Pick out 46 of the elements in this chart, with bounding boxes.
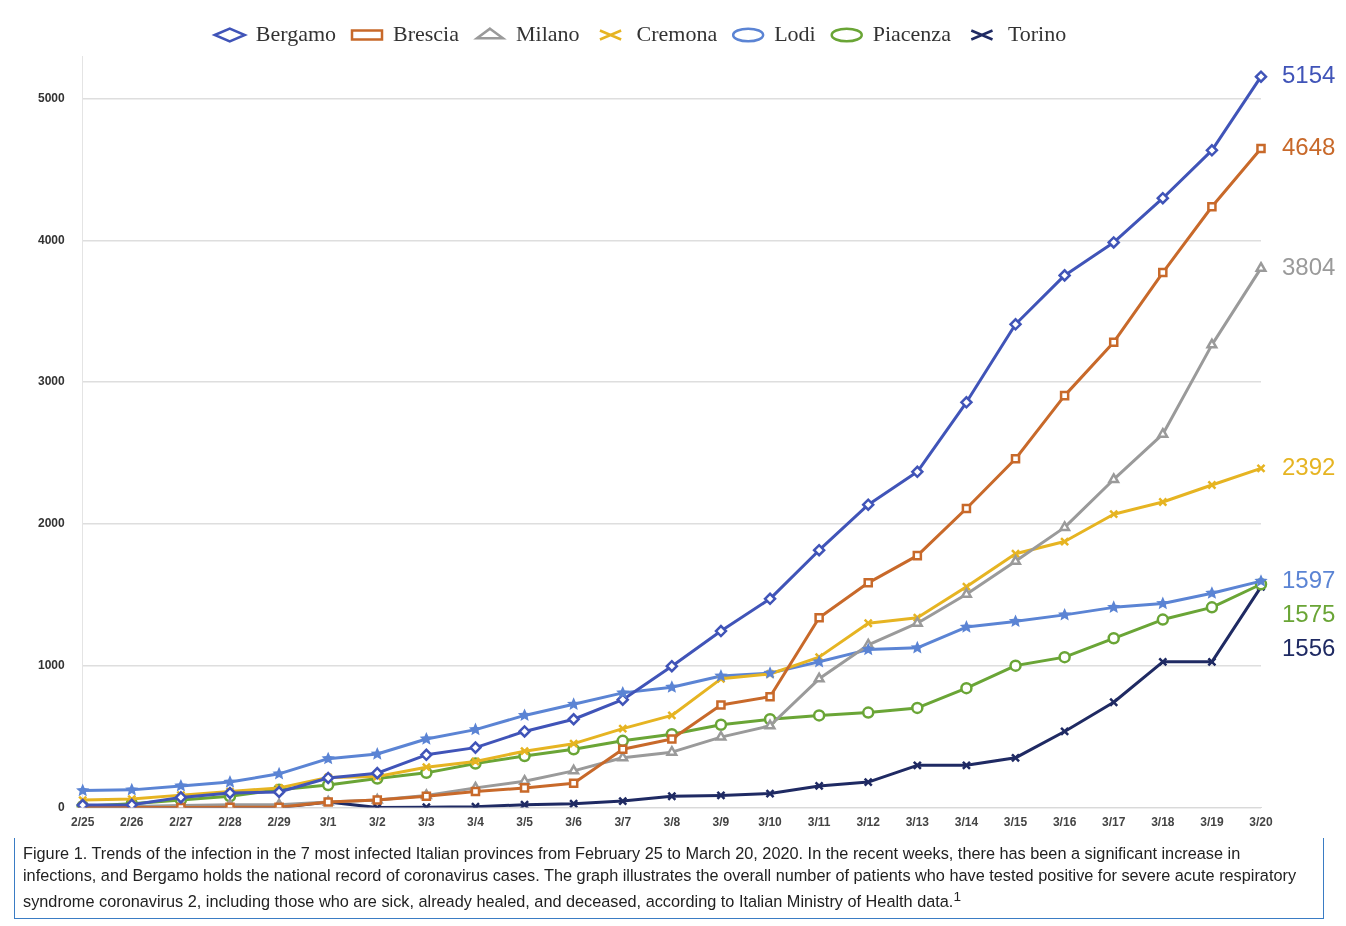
- legend-label: Lodi: [774, 20, 816, 46]
- x-tick-label: 3/12: [856, 815, 881, 830]
- x-tick-label: 3/9: [712, 815, 730, 830]
- x-tick-label: 3/13: [905, 815, 930, 830]
- x-tick-label: 3/14: [954, 815, 979, 830]
- y-tick-label: 1000: [37, 658, 66, 673]
- x-tick-label: 3/15: [1003, 815, 1028, 830]
- x-tick-label: 3/11: [807, 815, 831, 830]
- x-tick-label: 3/5: [516, 815, 534, 830]
- x-tick-label: 2/25: [71, 815, 95, 830]
- x-tick-label: 2/28: [218, 815, 242, 830]
- x-tick-label: 3/7: [614, 815, 632, 830]
- data-label: 3804: [1282, 252, 1336, 280]
- y-tick-label: 4000: [37, 232, 66, 247]
- x-tick-label: 3/16: [1052, 815, 1077, 830]
- data-label: 1597: [1282, 565, 1336, 593]
- data-label: 1556: [1282, 633, 1336, 661]
- data-label: 1575: [1282, 599, 1336, 627]
- y-tick-label: 5000: [37, 90, 66, 105]
- x-tick-label: 3/10: [758, 815, 783, 830]
- x-tick-label: 2/29: [267, 815, 292, 830]
- x-tick-label: 3/17: [1102, 815, 1126, 830]
- x-tick-label: 2/27: [169, 815, 193, 830]
- legend-label: Cremona: [636, 20, 718, 46]
- legend-label: Milano: [515, 20, 580, 46]
- x-tick-label: 3/4: [467, 815, 485, 830]
- legend-label: Bergamo: [255, 20, 337, 46]
- data-label: 4648: [1282, 133, 1336, 161]
- x-tick-label: 3/2: [368, 815, 386, 830]
- x-tick-label: 3/19: [1200, 815, 1224, 830]
- y-tick-label: 3000: [37, 374, 66, 389]
- x-tick-label: 3/8: [663, 815, 681, 830]
- y-tick-label: 0: [58, 799, 66, 814]
- legend-label: Brescia: [393, 20, 460, 46]
- data-label: 2392: [1282, 453, 1336, 481]
- data-label: 5154: [1282, 61, 1336, 89]
- y-tick-label: 2000: [37, 516, 66, 531]
- x-tick-label: 3/1: [319, 815, 337, 830]
- x-tick-label: 3/6: [565, 815, 583, 830]
- legend-label: Torino: [1007, 20, 1067, 46]
- x-tick-label: 3/18: [1151, 815, 1175, 830]
- x-tick-label: 3/20: [1249, 815, 1273, 830]
- x-tick-label: 3/3: [418, 815, 436, 830]
- legend-label: Piacenza: [872, 20, 952, 46]
- caption: Figure 1. Trends of the infection in the 7 most infected Italian provinces from February 25 to March 20, 2020. In the recent weeks, there has been a significant increase in infections, and Bergamo holds the national record of coronavirus cases. The graph illustrates the overall number of patients who have tested positive for severe acute respiratory syndrome coronavirus 2, including those who are sick, already healed, and deceased, according to Italian Ministry of Health data.$^{1}$: [23, 843, 1298, 913]
- x-tick-label: 2/26: [120, 815, 144, 830]
